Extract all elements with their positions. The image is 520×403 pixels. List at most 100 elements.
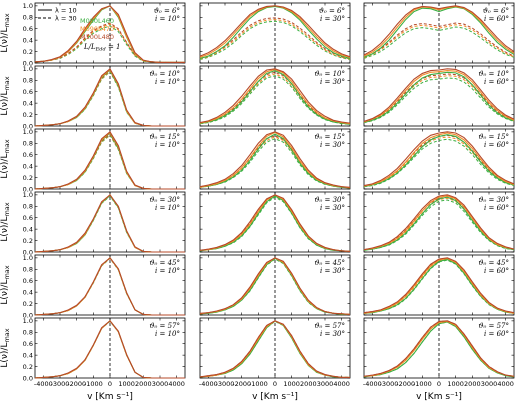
series-line-solid-M100L480: [34, 68, 185, 127]
series-line-solid-M090L470: [363, 257, 515, 314]
inclination-annotation: i = 30°: [320, 204, 345, 212]
series-line-solid-M100L480: [34, 257, 185, 316]
x-tick-label: -2000: [232, 380, 251, 388]
panel-r0-c0: 0.0 0.2 0.4 0.6 0.8 1.0 ϑ₀ = 6°i = 10°: [23, 2, 186, 67]
y-tick-label: 0.2: [23, 237, 33, 245]
inclination-annotation: i = 10°: [155, 330, 180, 338]
y-tick-label: 0.2: [23, 363, 33, 371]
series-line-solid-M100L480: [34, 320, 185, 379]
series-line-dashed-M080L460: [363, 77, 515, 124]
y-tick-label: 0.0: [23, 185, 33, 193]
theta-annotation: ϑ₀ = 15°: [478, 133, 509, 141]
legend-label: λ = 30: [55, 14, 77, 22]
series-line-solid-M100L480: [199, 68, 351, 124]
x-tick-label: 0: [273, 380, 277, 388]
panel-r4-c0: 0.0 0.2 0.4 0.6 0.8 1.0 ϑ₀ = 45°i = 10°: [23, 254, 186, 319]
series-line-solid-M090L470: [363, 132, 515, 187]
panel-grid: 0.0 0.2 0.4 0.6 0.8 1.0 ϑ₀ = 6° i = 10° ϑ₀ = 6°i…: [23, 2, 515, 388]
theta-annotation: ϑ₀ = 15°: [314, 133, 345, 141]
panel-r3-c2: ϑ₀ = 30°i = 60°: [363, 191, 515, 253]
x-tick-label: -1000: [84, 380, 103, 388]
x-tick-label: -1000: [249, 380, 268, 388]
series-line-solid-M090L470: [363, 70, 515, 123]
series-line-solid-M080L460: [363, 71, 515, 124]
x-tick-label: -4000: [363, 380, 382, 388]
series-line-solid-M100L480: [199, 320, 350, 378]
series-line-solid-M100L480: [34, 131, 185, 190]
series-line-solid-M090L470: [363, 195, 515, 251]
panel-r2-c2: ϑ₀ = 15°i = 60°: [363, 128, 515, 190]
panel-r4-c2: ϑ₀ = 45°i = 60°: [363, 254, 515, 316]
theta-annotation: ϑ₀ = 45°: [149, 259, 180, 267]
y-axis-label: L(ν)/Lmax: [0, 76, 11, 115]
series-line-solid-M080L460: [199, 5, 351, 59]
y-tick-label: 0.8: [23, 329, 33, 337]
y-axis-labels: L(ν)/Lmax L(ν)/Lmax L(ν)/Lmax L(ν)/Lmax L(ν)…: [0, 13, 11, 367]
y-tick-label: 0.0: [23, 311, 33, 319]
x-axis-labels: v [Km s⁻¹] v [Km s⁻¹] v [Km s⁻¹]: [87, 392, 462, 402]
legend-model-M080L460: M080L460: [80, 17, 114, 25]
y-tick-label: 0.4: [23, 288, 33, 296]
theta-annotation: ϑ₀ = 6°: [154, 7, 180, 15]
series-line-solid-M100L480: [363, 194, 515, 251]
y-tick-label: 0.4: [23, 162, 33, 170]
theta-annotation: ϑ₀ = 45°: [478, 259, 509, 267]
inclination-annotation: i = 30°: [320, 267, 345, 275]
x-tick-label: 2000: [300, 380, 317, 388]
panel-r5-c0: 0.0 0.2 0.4 0.6 0.8 1.0 -4000-3000-2000-1000 0 1…: [23, 317, 186, 388]
panel-r0-c1: ϑ₀ = 6°i = 30°: [199, 2, 351, 64]
theta-annotation: ϑ₀ = 30°: [314, 196, 345, 204]
y-axis-label: L(ν)/Lmax: [0, 328, 11, 367]
series-line-dashed-M100L480: [363, 73, 515, 123]
series-line-dashed-M100L480: [363, 22, 515, 58]
x-tick-label: -1000: [413, 380, 432, 388]
y-tick-label: 0.2: [23, 111, 33, 119]
y-tick-label: 1.0: [23, 191, 33, 199]
theta-annotation: ϑ₀ = 30°: [149, 196, 180, 204]
y-tick-label: 0.8: [23, 14, 33, 22]
y-tick-label: 0.4: [23, 225, 33, 233]
panel-r3-c0: 0.0 0.2 0.4 0.6 0.8 1.0 ϑ₀ = 30°i = 10°: [23, 191, 186, 256]
panel-r0-c2: ϑ₀ = 6°i = 60°: [363, 2, 515, 64]
y-tick-label: 0.0: [23, 59, 33, 67]
y-axis-label: L(ν)/Lmax: [0, 139, 11, 178]
inclination-annotation: i = 60°: [484, 267, 509, 275]
inclination-annotation: i = 30°: [320, 141, 345, 149]
legend-model-M100L480: M100L480: [80, 33, 114, 41]
inclination-annotation: i = 10°: [155, 78, 180, 86]
panel-r1-c0: 0.0 0.2 0.4 0.6 0.8 1.0 ϑ₀ = 10°i = 10°: [23, 65, 186, 130]
series-line-dashed-M080L460: [199, 75, 351, 125]
y-axis-label: L(ν)/Lmax: [0, 202, 11, 241]
series-line-solid-M100L480: [199, 131, 351, 188]
inclination-annotation: i = 10°: [155, 204, 180, 212]
series-line-solid-M100L480: [363, 5, 515, 56]
y-tick-label: 0.2: [23, 174, 33, 182]
series-line-solid-M100L480: [363, 131, 515, 187]
panel-r4-c1: ϑ₀ = 45°i = 30°: [199, 254, 351, 316]
x-tick-label: 0: [108, 380, 112, 388]
x-tick-label: 2000: [135, 380, 152, 388]
y-axis-label: L(ν)/Lmax: [0, 265, 11, 304]
panel-r5-c1: -4000-3000-2000-1000 0 1000 2000 3000 4000 ϑ₀ …: [199, 317, 351, 388]
theta-annotation: ϑ₀ = 57°: [478, 322, 509, 330]
theta-annotation: ϑ₀ = 57°: [149, 322, 180, 330]
panel-r2-c1: ϑ₀ = 15°i = 30°: [199, 128, 351, 190]
inclination-annotation: i = 60°: [484, 204, 509, 212]
y-tick-label: 0.6: [23, 340, 33, 348]
x-tick-label: -4000: [34, 380, 53, 388]
x-axis-label: v [Km s⁻¹]: [252, 392, 298, 402]
series-line-solid-M080L460: [363, 196, 515, 251]
x-tick-label: 2000: [464, 380, 481, 388]
inclination-annotation: i = 30°: [320, 15, 345, 23]
y-tick-label: 0.4: [23, 36, 33, 44]
y-tick-label: 0.2: [23, 48, 33, 56]
series-line-solid-M080L460: [199, 195, 351, 252]
y-tick-label: 0.6: [23, 277, 33, 285]
panel-r3-c1: ϑ₀ = 30°i = 30°: [199, 191, 351, 253]
y-tick-label: 0.8: [23, 203, 33, 211]
panel-r5-c2: -4000-3000-2000-1000 0 1000 2000 3000 4000 ϑ₀ …: [363, 317, 515, 388]
y-tick-label: 0.4: [23, 99, 33, 107]
y-tick-label: 0.4: [23, 351, 33, 359]
series-line-solid-M100L480: [34, 194, 185, 253]
